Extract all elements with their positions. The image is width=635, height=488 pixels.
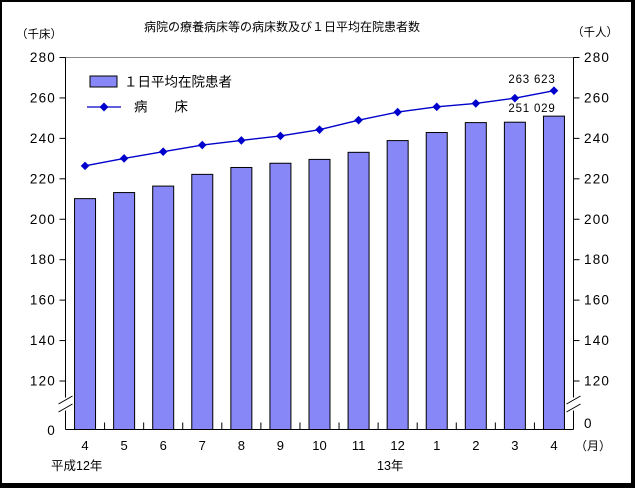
x-axis-month-label: 1 [433, 438, 440, 453]
x-axis-month-label: 2 [472, 438, 479, 453]
beds-line-marker-icon [276, 131, 285, 141]
x-axis-month-label: 5 [120, 438, 127, 453]
era-label-heisei12: 平成12年 [51, 459, 102, 473]
right-axis-tick-label: 200 [584, 212, 610, 227]
y-axis-labels-layer: 0 0 120 120 140 140 160 160 180 180 200 200 220 220 24… [30, 50, 610, 438]
left-axis-tick-label: 140 [30, 333, 56, 348]
bar-month-12 [386, 140, 409, 430]
annotations-layer: 263 623 251 029 [508, 74, 555, 115]
bars-layer [74, 115, 565, 431]
left-axis-tick-label: 200 [30, 212, 56, 227]
bar-month-2 [464, 122, 487, 431]
right-axis-tick-label: 180 [584, 252, 610, 267]
beds-line-marker-icon [432, 102, 442, 112]
left-axis-break-slash [58, 403, 73, 413]
right-axis-tick-label: 160 [584, 293, 610, 308]
x-axis-month-label: 6 [160, 438, 167, 453]
left-axis-tick-label: 280 [30, 50, 56, 65]
bar-month-10 [308, 158, 331, 430]
right-axis-tick-label: 0 [584, 416, 593, 431]
beds-line-marker-icon [197, 140, 207, 150]
left-axis-tick-label: 120 [30, 374, 56, 389]
right-axis-break-slash [566, 395, 581, 405]
x-axis-month-label: 4 [81, 438, 88, 453]
bar-month-11 [347, 151, 370, 431]
x-axis-month-label: 4 [550, 438, 557, 453]
bar-month-5 [113, 192, 136, 430]
right-axis-tick-label: 140 [584, 333, 610, 348]
left-axis-tick-label: 240 [30, 131, 56, 146]
chart-title: 病院の療養病床等の病床数及び１日平均在院患者数 [144, 19, 420, 34]
x-axis-month-label: 11 [352, 438, 366, 453]
line-layer [80, 86, 559, 171]
left-axis-tick-label: 0 [47, 423, 56, 438]
legend: １日平均在院患者 病 床 [87, 75, 232, 115]
border-left [0, 0, 2, 488]
bar-month-9 [269, 162, 292, 431]
beds-line-marker-icon [549, 86, 559, 95]
beds-line-marker-icon [237, 136, 246, 145]
beds-line-marker-icon [510, 93, 520, 103]
legend-bar-label: １日平均在院患者 [124, 75, 232, 90]
right-axis-tick-label: 120 [584, 374, 610, 389]
beds-line-marker-icon [80, 161, 90, 171]
beds-line-marker-icon [315, 125, 324, 134]
right-axis-unit-label: （千人） [572, 26, 618, 39]
axes-layer [58, 57, 581, 430]
beds-line-marker-icon [393, 107, 402, 117]
bar-month-6 [152, 185, 175, 430]
left-axis-break-slash [58, 395, 73, 405]
bar-month-4 [542, 115, 565, 431]
right-axis-tick-label: 220 [584, 171, 610, 186]
left-axis-tick-label: 180 [30, 252, 56, 267]
x-axis-month-label: 7 [199, 438, 206, 453]
beds-line-marker-icon [158, 147, 168, 157]
legend-line-label: 病 床 [134, 100, 188, 115]
bar-month-1 [425, 132, 448, 430]
bar-month-3 [503, 121, 526, 430]
left-axis-tick-label: 220 [30, 171, 56, 186]
x-axis-unit-label: （月） [575, 439, 611, 453]
x-axis-labels-layer: 4 5 6 7 8 9 10 11 12 1 2 3 4 [81, 438, 557, 453]
era-label-13: 13年 [377, 459, 403, 473]
beds-line-marker-icon [354, 115, 363, 125]
bar-month-7 [191, 173, 214, 430]
line-final-value-label: 263 623 [508, 74, 555, 86]
x-axis-month-label: 8 [238, 438, 245, 453]
beds-line-marker-icon [119, 154, 129, 163]
right-axis-tick-label: 260 [584, 90, 610, 105]
x-axis-month-label: 12 [390, 438, 404, 453]
bar-final-value-label: 251 029 [508, 103, 555, 115]
x-axis-month-label: 10 [312, 438, 326, 453]
left-axis-tick-label: 260 [30, 90, 56, 105]
right-axis-tick-label: 280 [584, 50, 610, 65]
left-axis-tick-label: 160 [30, 293, 56, 308]
right-axis-tick-label: 240 [584, 131, 610, 146]
border-bottom [0, 483, 635, 488]
x-axis-month-label: 9 [277, 438, 284, 453]
border-right [631, 0, 635, 488]
border-top [0, 0, 635, 2]
x-axis-month-label: 3 [511, 438, 518, 453]
left-axis-unit-label: （千床） [16, 27, 62, 41]
legend-bar-swatch [89, 75, 118, 88]
legend-line-marker-icon [99, 102, 109, 112]
right-axis-break-slash [566, 403, 581, 413]
bar-month-8 [230, 166, 253, 431]
bar-month-4 [74, 198, 97, 430]
beds-line-marker-icon [471, 99, 481, 108]
